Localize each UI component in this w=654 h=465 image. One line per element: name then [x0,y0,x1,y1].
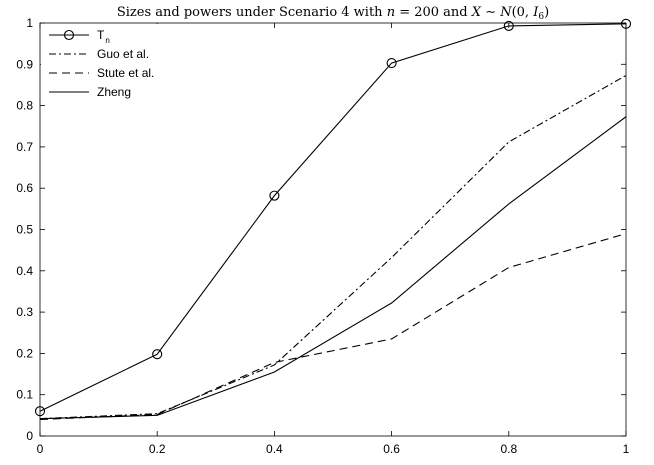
x-tick-label: 1 [623,442,630,456]
series-0 [34,18,632,417]
series-line [39,74,627,420]
title-i-sub: 6 [538,12,544,22]
legend-label: Guo et al. [97,47,149,61]
x-tick-label: 0 [37,442,44,456]
title-dist: ∼ [481,5,500,20]
title-close: ) [544,5,549,20]
series-layer [34,18,632,421]
x-tick-label: 0.2 [149,442,166,456]
legend-label-subscript: n [105,36,109,45]
x-tick-label: 0.4 [266,442,283,456]
series-line [39,233,627,421]
y-tick-label: 0.6 [16,181,33,195]
legend-label: Stute et al. [97,66,154,80]
legend-label: Tn [97,28,110,45]
legend: Tn Guo et al. Stute et al. Zheng [41,24,188,104]
series-line [39,23,627,412]
y-tick-label: 0.3 [16,305,33,319]
legend-label: Zheng [97,85,131,99]
title-open: (0, [512,5,534,20]
y-tick-label: 0 [26,429,33,443]
title-normal: N [499,5,512,20]
data-point-marker [269,190,280,201]
series-3 [39,116,627,420]
title-prefix: Sizes and powers under Scenario 4 with [117,5,387,20]
y-tick-label: 0.1 [16,388,33,402]
title-i-var: I [532,5,539,20]
y-tick-label: 0.9 [16,57,33,71]
y-tick-label: 0.2 [16,346,33,360]
data-point-marker [503,20,514,31]
data-point-marker [34,406,46,417]
legend-label-text: Guo et al. [97,47,149,61]
title-n-var: n [387,5,395,20]
legend-label-text: Zheng [97,85,131,99]
series-line [39,116,627,420]
legend-marker [63,29,75,41]
legend-label-text: T [97,28,105,42]
series-2 [39,233,627,421]
legend-label-text: Stute et al. [97,66,154,80]
data-point-marker [152,349,163,360]
y-tick-label: 0.5 [16,223,33,237]
chart-title: Sizes and powers under Scenario 4 with n… [117,5,549,22]
y-tick-label: 0.8 [16,99,33,113]
axis-ticks: 0 0.2 0.4 0.6 0.8 1 0 0.1 0.2 0.3 0.4 0.5 0.6 0.7 0.8 0… [16,16,629,456]
y-tick-label: 0.7 [16,140,33,154]
y-tick-label: 0.4 [16,264,33,278]
data-point-marker [620,18,632,29]
series-1 [39,74,627,420]
title-n-eq: = 200 and [395,5,472,20]
x-tick-label: 0.6 [383,442,400,456]
x-tick-label: 0.8 [500,442,517,456]
y-tick-label: 1 [26,16,33,30]
title-x-var: X [471,5,482,20]
data-point-marker [386,58,397,69]
